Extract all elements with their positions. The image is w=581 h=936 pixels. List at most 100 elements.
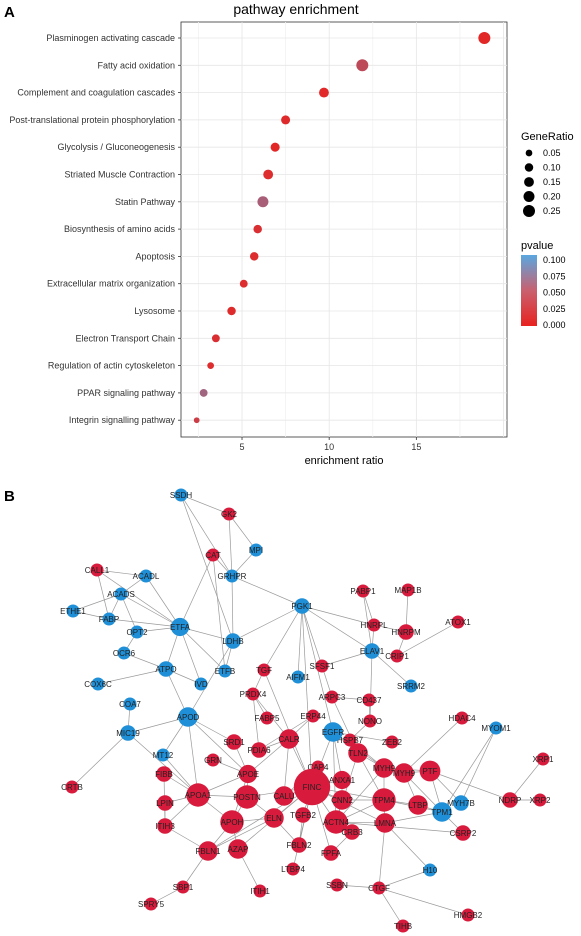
pathway-label: Extracellular matrix organization: [47, 279, 175, 289]
network-node-red: [533, 793, 547, 807]
color-legend-title: pvalue: [521, 240, 553, 252]
network-edge: [371, 650, 412, 687]
network-node-blue: [453, 795, 469, 811]
network-node-red: [325, 690, 339, 704]
network-node-blue: [364, 643, 380, 659]
node-label: CRIP1: [385, 652, 409, 661]
network-edge: [336, 884, 380, 889]
node-label: FBLN2: [287, 841, 312, 850]
network-edge: [120, 593, 181, 628]
network-edge: [384, 822, 431, 871]
network-edge: [187, 640, 234, 718]
node-label: ETFB: [215, 667, 235, 676]
node-label: MPI: [249, 546, 263, 555]
network-node-blue: [404, 679, 418, 693]
data-point: [239, 279, 248, 288]
node-label: XRP2: [530, 796, 551, 805]
network-node-red: [343, 733, 357, 747]
data-point: [319, 87, 329, 98]
network-edge: [231, 575, 303, 607]
chart-title: pathway enrichment: [233, 1, 358, 17]
node-label: LMNA: [374, 819, 397, 828]
size-legend-label: 0.05: [543, 148, 561, 158]
color-legend-labels: 0.100 0.075 0.050 0.025 0.000: [537, 255, 566, 330]
node-label: TPM4: [373, 796, 395, 805]
node-label: LTBP4: [281, 865, 305, 874]
network-edge: [301, 605, 373, 652]
node-label: OPT2: [127, 628, 148, 637]
network-node-blue: [170, 617, 190, 637]
network-edge: [72, 593, 122, 612]
network-node-red: [398, 624, 414, 640]
network-edge: [263, 605, 303, 671]
network-edge: [179, 626, 234, 642]
node-label: HSPB7: [337, 736, 364, 745]
node-label: H10: [423, 866, 438, 875]
node-label: CNN2: [331, 796, 353, 805]
color-legend-label: 0.000: [543, 320, 566, 330]
network-node-red: [238, 764, 258, 784]
color-bar: [521, 255, 537, 326]
data-point: [207, 362, 214, 369]
network-node-red: [394, 763, 414, 783]
node-label: MYH9: [393, 769, 416, 778]
panel-b-letter: B: [4, 488, 15, 505]
pathway-label: Apoptosis: [135, 251, 175, 261]
node-label: PRDX4: [240, 690, 267, 699]
network-node-blue: [91, 677, 105, 691]
network-node-red: [330, 878, 344, 892]
node-label: CAT: [205, 551, 221, 560]
pathway-labels: Plasminogen activating cascade Fatty acid…: [9, 33, 175, 425]
points: [193, 32, 491, 424]
size-legend-label: 0.25: [543, 206, 561, 216]
node-label: PABP1: [350, 587, 376, 596]
network-node-blue: [66, 604, 80, 618]
network-edge: [120, 593, 138, 633]
data-point: [199, 388, 208, 397]
node-label: ETHE1: [60, 607, 86, 616]
size-legend-dot: [523, 205, 535, 217]
pathway-label: PPAR signaling pathway: [77, 388, 175, 398]
network-node-blue: [291, 670, 305, 684]
node-label: ARPC3: [319, 693, 346, 702]
network-edge: [297, 605, 303, 678]
network-node-red: [65, 780, 79, 794]
network-edge: [378, 887, 469, 916]
data-point: [227, 306, 236, 316]
pathway-label: Post-translational protein phosphorylati…: [9, 115, 175, 125]
data-point: [270, 142, 280, 152]
node-label: PTF: [422, 767, 437, 776]
color-legend-label: 0.050: [543, 288, 566, 298]
node-label: PGK1: [291, 602, 313, 611]
gridlines: [178, 22, 507, 437]
pathway-label: Integrin signalling pathway: [69, 415, 176, 425]
size-legend-title: GeneRatio: [521, 131, 574, 143]
node-label: CALR: [278, 735, 300, 744]
network-node-red: [206, 548, 220, 562]
network-node-red: [455, 711, 469, 725]
network-edge: [97, 668, 167, 685]
network-node-red: [372, 881, 386, 895]
network-edge: [187, 716, 249, 775]
size-legend-dot: [524, 177, 534, 187]
node-label: FIBB: [155, 770, 173, 779]
node-label: SBP1: [173, 883, 194, 892]
network-node-red: [279, 729, 299, 749]
color-legend-label: 0.025: [543, 304, 566, 314]
network-edge: [263, 669, 313, 788]
network-node-blue: [123, 697, 137, 711]
node-label: MIC19: [116, 729, 140, 738]
network-node-red: [264, 808, 284, 828]
node-label: COA7: [119, 700, 141, 709]
network-node-red: [226, 734, 242, 750]
node-label: FABP: [99, 615, 119, 624]
network-node-red: [332, 770, 352, 790]
network-node-blue: [323, 722, 343, 742]
x-axis-label: enrichment ratio: [305, 455, 384, 467]
network-edge: [71, 732, 129, 788]
x-tick-label: 15: [411, 442, 421, 452]
pathway-label: Regulation of actin cytoskeleton: [48, 361, 175, 371]
network-node-red: [222, 507, 236, 521]
node-label: EGFR: [322, 728, 344, 737]
network-edge: [369, 650, 373, 722]
